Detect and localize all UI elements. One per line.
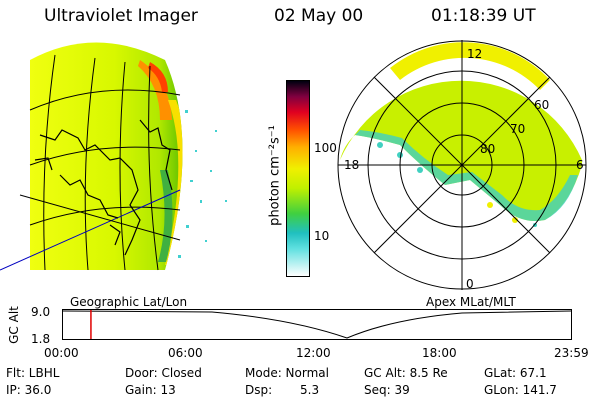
time-tick-2359: 23:59 (554, 346, 589, 360)
ip-status: IP: 36.0 (6, 383, 52, 397)
colorbar-tick-100: 100 (314, 141, 337, 155)
date-label: 02 May 00 (274, 6, 364, 26)
time-label: 01:18:39 UT (431, 6, 536, 26)
mlt-label-18: 18 (344, 158, 359, 172)
gc-alt-curve (62, 310, 572, 339)
gc-alt-timeline (62, 309, 572, 340)
mlt-label-12: 12 (467, 47, 482, 61)
time-tick-0000: 00:00 (44, 346, 79, 360)
mlat-label-70: 70 (510, 122, 525, 136)
glon-status: GLon: 141.7 (484, 383, 557, 397)
scatter-noise (178, 110, 227, 258)
time-tick-0600: 06:00 (168, 346, 203, 360)
glat-status: GLat: 67.1 (484, 366, 547, 380)
polar-plot: 12 18 6 0 60 70 80 (337, 40, 587, 291)
polar-auroral-image (340, 42, 582, 227)
time-tick-1200: 12:00 (296, 346, 331, 360)
earth-image-panel (0, 42, 227, 271)
time-tick-1800: 18:00 (422, 346, 457, 360)
gc-alt-tick-top: 9.0 (31, 305, 51, 319)
gc-alt-status: GC Alt: 8.5 Re (364, 366, 448, 380)
colorbar (286, 80, 310, 277)
mlt-label-6: 6 (576, 158, 584, 172)
seq-status: Seq: 39 (364, 383, 410, 397)
gain-status: Gain: 13 (125, 383, 176, 397)
geographic-label: Geographic Lat/Lon (70, 295, 188, 309)
dsp-label: Dsp: (245, 383, 273, 397)
apex-label: Apex MLat/MLT (426, 295, 516, 309)
gc-alt-tick-bottom: 1.8 (31, 332, 51, 346)
door-status: Door: Closed (125, 366, 202, 380)
colorbar-unit-label: photon cm⁻²s⁻¹ (267, 125, 283, 226)
mlt-label-0: 0 (466, 277, 474, 291)
gc-alt-axis-label: GC Alt (7, 306, 21, 344)
dsp-value: 5.3 (300, 383, 320, 397)
coastlines (34, 119, 173, 256)
instrument-title: Ultraviolet Imager (44, 6, 198, 26)
timeline-frame (62, 309, 572, 340)
mlat-label-80: 80 (480, 142, 495, 156)
filter-status: Flt: LBHL (6, 366, 60, 380)
lat-lon-grid (0, 54, 181, 271)
polar-grid (337, 40, 587, 290)
mode-status: Mode: Normal (245, 366, 329, 380)
mlat-label-60: 60 (534, 98, 549, 112)
colorbar-tick-10: 10 (314, 229, 330, 243)
